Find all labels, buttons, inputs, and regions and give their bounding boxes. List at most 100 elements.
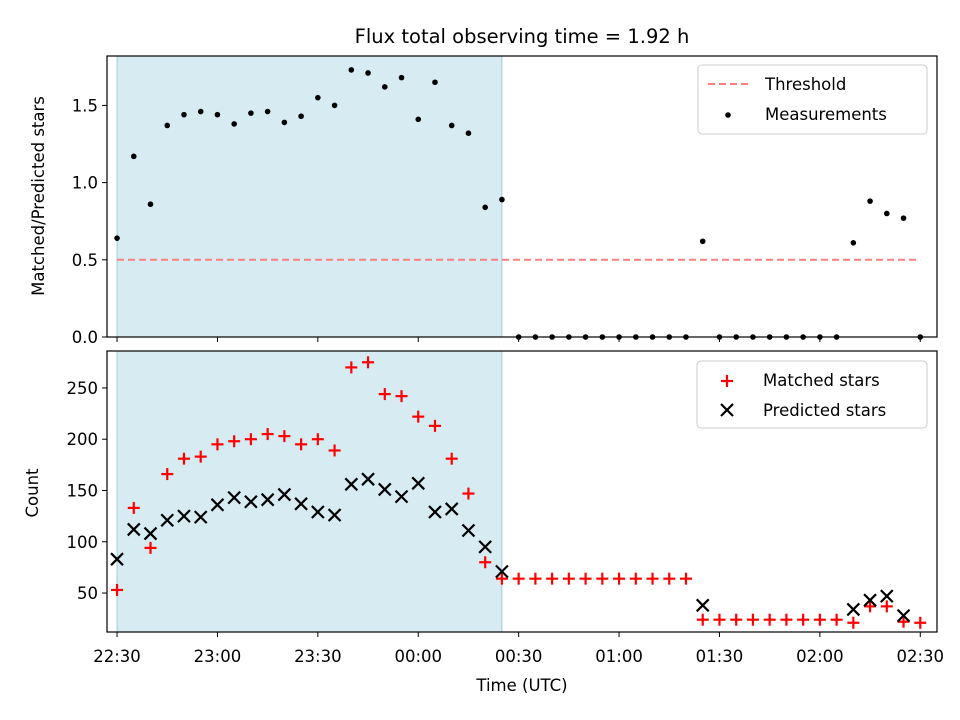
- predicted-point: [378, 482, 392, 497]
- bottom-y-axis-label: Count: [23, 468, 42, 518]
- matched-point: [278, 430, 291, 443]
- data-point: [465, 130, 472, 136]
- matched-point: [311, 433, 324, 446]
- x-tick-label: 23:30: [294, 647, 342, 666]
- matched-point: [646, 572, 659, 585]
- matched-point: [161, 468, 174, 481]
- predicted-point: [478, 540, 492, 554]
- matched-point: [228, 435, 241, 448]
- top-shaded-region: [116, 55, 503, 338]
- data-point: [867, 198, 873, 204]
- matched-point: [194, 450, 207, 463]
- data-point: [415, 116, 422, 123]
- bottom-x-axis: 22:30 23:00 23:30 00:00 00:30 01:00 01:30 02:00…: [93, 632, 944, 666]
- legend-threshold-label: Threshold: [764, 75, 846, 94]
- predicted-point: [277, 487, 292, 502]
- predicted-point: [143, 526, 158, 541]
- y-tick-label: 0.0: [72, 328, 98, 347]
- bottom-plot-frame: [106, 350, 938, 633]
- matched-point: [864, 600, 877, 613]
- matched-point: [127, 501, 140, 514]
- data-point: [900, 215, 907, 221]
- matched-point: [914, 616, 927, 629]
- data-point: [181, 111, 187, 118]
- top-plot-frame: [106, 55, 938, 338]
- matched-point: [495, 572, 508, 585]
- predicted-point: [444, 502, 459, 516]
- data-point: [398, 74, 405, 81]
- y-tick-label: 100: [67, 533, 99, 552]
- predicted-point: [461, 523, 476, 538]
- matched-point: [479, 556, 492, 569]
- x-tick-label: 00:00: [394, 647, 442, 666]
- matched-point: [613, 572, 626, 585]
- matched-point: [144, 541, 157, 554]
- legend-measurements-swatch: [725, 112, 731, 118]
- chart-title: Flux total observing time = 1.92 h: [355, 25, 690, 48]
- data-point: [699, 238, 706, 245]
- predicted-point: [110, 552, 124, 566]
- matched-point: [847, 616, 860, 629]
- legend-matched-label: Matched stars: [763, 371, 880, 390]
- matched-point: [713, 613, 726, 626]
- matched-point: [261, 428, 274, 441]
- legend-measurements-label: Measurements: [765, 105, 887, 124]
- matched-point: [395, 390, 408, 403]
- x-tick-label: 01:30: [696, 647, 744, 666]
- predicted-point: [177, 509, 191, 523]
- top-legend: Threshold Measurements: [697, 64, 928, 135]
- counts-series: [110, 356, 927, 629]
- data-point: [164, 122, 171, 129]
- matched-point: [462, 487, 475, 500]
- predicted-point: [227, 490, 241, 505]
- legend-matched-swatch: [721, 375, 733, 387]
- matched-point: [378, 388, 391, 401]
- bottom-legend-box: [696, 360, 928, 429]
- bottom-shaded-region: [116, 350, 503, 633]
- data-point: [214, 111, 221, 118]
- y-tick-label: 150: [67, 481, 99, 500]
- matched-point: [562, 572, 575, 585]
- x-tick-label: 22:30: [93, 647, 141, 666]
- matched-point: [345, 361, 358, 374]
- x-tick-label: 02:00: [796, 647, 844, 666]
- data-point: [231, 121, 237, 127]
- matched-point: [663, 572, 676, 585]
- x-tick-label: 23:00: [194, 647, 242, 666]
- predicted-point: [244, 494, 258, 509]
- measurements-series: [114, 67, 924, 340]
- matched-point: [579, 572, 592, 585]
- predicted-point: [344, 477, 359, 492]
- bottom-legend: Matched stars Predicted stars: [696, 360, 928, 429]
- matched-point: [362, 356, 375, 369]
- matched-point: [211, 438, 224, 451]
- predicted-point: [863, 593, 877, 607]
- predicted-point: [896, 608, 911, 623]
- matched-point: [780, 613, 793, 626]
- predicted-point: [311, 505, 325, 519]
- matched-point: [512, 572, 525, 585]
- predicted-point: [846, 602, 861, 617]
- data-point: [315, 94, 321, 101]
- y-tick-label: 1.0: [72, 174, 98, 193]
- matched-point: [596, 572, 609, 585]
- data-point: [114, 235, 120, 241]
- data-point: [482, 204, 488, 211]
- matched-point: [880, 600, 893, 613]
- x-axis-label: Time (UTC): [475, 676, 567, 695]
- data-point: [499, 196, 505, 203]
- matched-point: [546, 572, 559, 585]
- data-point: [248, 110, 254, 116]
- matched-point: [445, 452, 458, 465]
- bottom-panel: 50 100 150 200 250 22:30 23:00 23:30 00:00 00:30…: [23, 350, 944, 695]
- predicted-point: [880, 589, 894, 603]
- y-tick-label: 1.5: [72, 96, 98, 115]
- matched-point: [679, 572, 692, 585]
- y-tick-label: 50: [77, 584, 98, 603]
- top-panel: 0.0 0.5 1.0 1.5 Matched/Predicted stars Thr…: [29, 55, 938, 347]
- top-legend-box: [697, 64, 928, 135]
- x-tick-label: 01:00: [595, 647, 643, 666]
- y-tick-label: 250: [67, 379, 99, 398]
- data-point: [147, 201, 154, 208]
